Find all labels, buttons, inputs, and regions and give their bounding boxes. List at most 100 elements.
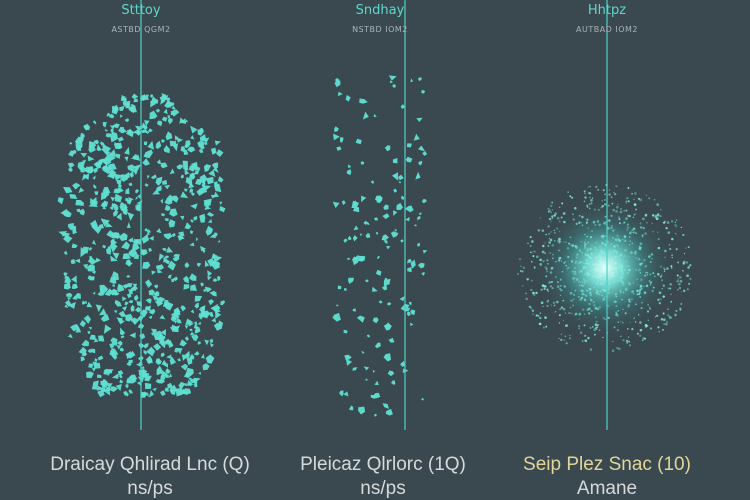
dust <box>551 201 554 204</box>
dust <box>613 191 615 194</box>
dust <box>654 214 658 217</box>
particle <box>164 218 169 222</box>
particle <box>359 98 368 104</box>
particle <box>160 96 166 105</box>
dust <box>679 307 682 310</box>
particle <box>167 274 172 279</box>
particle <box>112 104 119 112</box>
particle <box>145 279 153 288</box>
particle <box>68 167 73 172</box>
particle <box>190 379 195 384</box>
particle <box>421 199 427 204</box>
particle <box>120 114 123 118</box>
particle <box>126 275 131 278</box>
particle <box>197 129 205 136</box>
dust <box>584 192 586 195</box>
particle <box>355 138 362 145</box>
dust <box>595 185 598 189</box>
particle <box>117 183 122 188</box>
dust <box>565 342 568 345</box>
dust <box>674 313 677 316</box>
particle <box>177 358 182 362</box>
particle <box>360 255 366 262</box>
particle <box>421 272 426 276</box>
particle <box>114 291 120 296</box>
dust <box>542 305 544 308</box>
particle <box>212 167 219 173</box>
particle <box>166 354 172 359</box>
dust <box>531 240 534 243</box>
particle <box>374 342 381 349</box>
particle <box>91 380 99 390</box>
particle <box>139 94 146 101</box>
particle <box>149 235 154 241</box>
particle <box>332 312 341 322</box>
panel-subtitle: AUTBAD IOM2 <box>576 25 638 34</box>
particle <box>116 212 122 221</box>
particle <box>144 228 148 232</box>
particle <box>384 145 391 152</box>
particle <box>416 117 423 122</box>
particle <box>178 381 185 389</box>
particle <box>71 243 78 249</box>
particle <box>164 184 171 190</box>
particle <box>113 206 119 211</box>
particle <box>160 352 165 357</box>
particle <box>146 229 151 234</box>
dust <box>531 251 533 254</box>
particle <box>353 225 359 231</box>
particle <box>160 162 168 169</box>
dust <box>533 294 536 297</box>
dust <box>550 211 553 214</box>
particle <box>400 360 406 367</box>
dust <box>567 191 569 193</box>
panel-caption: Seip Plez Snac (10) <box>523 454 691 475</box>
dust <box>656 203 660 206</box>
particle <box>153 284 158 289</box>
particle <box>142 158 150 166</box>
particle <box>126 222 131 228</box>
particle <box>100 379 108 386</box>
particle <box>343 288 347 291</box>
particle <box>138 342 145 349</box>
dust <box>639 198 643 202</box>
particle <box>204 260 210 267</box>
dust <box>532 291 534 293</box>
particle <box>109 242 118 253</box>
particle <box>111 373 119 379</box>
particle <box>169 384 178 393</box>
dust <box>685 247 687 249</box>
particle <box>130 103 135 108</box>
particle <box>131 317 140 325</box>
dust <box>589 348 593 351</box>
dust <box>544 316 548 320</box>
particle <box>94 226 102 234</box>
particle <box>198 144 205 150</box>
particle <box>118 310 127 318</box>
particle <box>372 369 376 373</box>
dust <box>675 219 678 221</box>
panel-caption: Pleicaz Qlrlorc (1Q) <box>300 454 466 475</box>
particle <box>162 363 169 368</box>
particle <box>137 194 141 199</box>
particle <box>80 356 85 362</box>
particle <box>174 254 180 260</box>
particle <box>77 162 84 170</box>
particle <box>205 354 215 364</box>
particle <box>105 152 116 162</box>
dust <box>676 280 679 283</box>
dust <box>560 338 563 342</box>
particle <box>83 315 91 324</box>
particle <box>161 116 168 122</box>
particle <box>213 322 223 331</box>
dust <box>627 187 630 189</box>
particle <box>352 235 358 242</box>
particle <box>373 113 377 117</box>
particle <box>121 95 126 100</box>
particle <box>186 357 193 365</box>
particle <box>334 126 339 132</box>
particle <box>392 157 398 164</box>
particle <box>122 306 128 312</box>
panel-unit: ns/ps <box>127 478 172 499</box>
particle <box>117 370 124 376</box>
